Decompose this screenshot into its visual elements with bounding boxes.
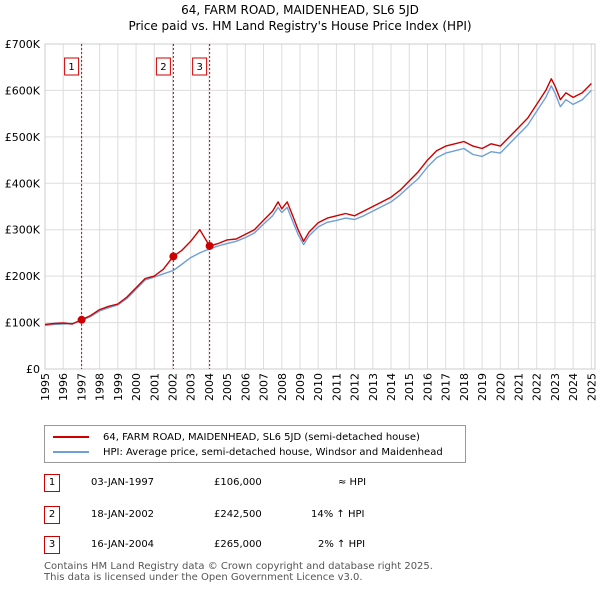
x-tick-label: 2016	[421, 373, 434, 401]
x-tick-label: 2008	[276, 373, 289, 401]
x-tick-label: 2021	[513, 373, 526, 401]
y-tick-label: £300K	[5, 224, 41, 237]
sale-point-2	[169, 252, 178, 261]
chart-subtitle: Price paid vs. HM Land Registry's House …	[128, 19, 472, 33]
x-tick-label: 2019	[476, 373, 489, 401]
price-chart: 1 2 3 £0 £100K £200K £300K £400K £500K £600K £700K…	[5, 38, 599, 401]
legend-swatch-price	[53, 436, 89, 438]
legend-swatch-hpi	[53, 451, 89, 453]
x-tick-label: 1995	[39, 373, 52, 401]
transaction-marker-3: 3	[44, 536, 60, 554]
transaction-date: 03-JAN-1997	[91, 477, 155, 488]
legend-label-hpi: HPI: Average price, semi-detached house,…	[103, 446, 443, 458]
x-tick-label: 1999	[112, 373, 125, 401]
x-tick-label: 2013	[367, 373, 380, 401]
x-tick-label: 1998	[94, 373, 107, 401]
chart-title: 64, FARM ROAD, MAIDENHEAD, SL6 5JD	[181, 3, 419, 17]
x-tick-label: 2009	[294, 373, 307, 401]
y-tick-label: £0	[26, 363, 40, 376]
y-tick-label: £500K	[5, 131, 41, 144]
transaction-hpi: 2% ↑ HPI	[318, 539, 366, 550]
y-tick-label: £700K	[5, 38, 41, 51]
x-tick-label: 2018	[458, 373, 471, 401]
x-tick-label: 2011	[330, 373, 343, 401]
x-tick-label: 2020	[494, 373, 507, 401]
legend: 64, FARM ROAD, MAIDENHEAD, SL6 5JD (semi…	[44, 425, 466, 463]
hpi-line	[44, 85, 592, 327]
x-tick-label: 2023	[549, 373, 562, 401]
transaction-marker-1: 1	[44, 474, 60, 492]
x-tick-label: 2017	[440, 373, 453, 401]
x-tick-label: 2007	[258, 373, 271, 401]
x-tick-label: 2001	[148, 373, 161, 401]
y-tick-label: £100K	[5, 317, 41, 330]
x-tick-label: 2025	[585, 373, 598, 401]
x-tick-label: 1997	[75, 373, 88, 401]
transaction-hpi: ≈ HPI	[338, 477, 367, 488]
sale-label-box	[64, 57, 80, 76]
transaction-price: £106,000	[214, 477, 262, 488]
transaction-price: £242,500	[214, 509, 262, 520]
x-tick-label: 2002	[166, 373, 179, 401]
sale-label-3: 3	[196, 62, 202, 73]
legend-label-price: 64, FARM ROAD, MAIDENHEAD, SL6 5JD (semi…	[103, 431, 420, 443]
x-tick-label: 2005	[221, 373, 234, 401]
x-tick-label: 2003	[185, 373, 198, 401]
sale-label-box	[155, 57, 171, 76]
transaction-hpi: 14% ↑ HPI	[311, 509, 365, 520]
x-tick-label: 1996	[57, 373, 70, 401]
transaction-price: £265,000	[214, 539, 262, 550]
sale-label-2: 2	[160, 62, 166, 73]
footer-copyright: Contains HM Land Registry data © Crown c…	[44, 561, 433, 572]
y-tick-label: £200K	[5, 270, 41, 283]
x-tick-label: 2010	[312, 373, 325, 401]
x-tick-label: 2014	[385, 373, 398, 401]
legend-item-price: 64, FARM ROAD, MAIDENHEAD, SL6 5JD (semi…	[53, 430, 420, 444]
transaction-date: 18-JAN-2002	[91, 509, 155, 520]
x-tick-label: 2015	[403, 373, 416, 401]
sale-label-box	[192, 57, 208, 76]
x-tick-label: 2000	[130, 373, 143, 401]
x-tick-label: 2012	[349, 373, 362, 401]
price-paid-line	[44, 78, 592, 326]
sale-point-1	[77, 315, 86, 324]
x-tick-label: 2006	[239, 373, 252, 401]
plot-area	[44, 43, 596, 370]
sale-point-3	[205, 241, 214, 250]
x-tick-label: 2022	[531, 373, 544, 401]
transaction-date: 16-JAN-2004	[91, 539, 155, 550]
transaction-marker-2: 2	[44, 506, 60, 524]
x-tick-label: 2024	[567, 373, 580, 401]
x-tick-label: 2004	[203, 373, 216, 401]
sale-label-1: 1	[68, 62, 74, 73]
legend-item-hpi: HPI: Average price, semi-detached house,…	[53, 445, 443, 459]
y-tick-label: £600K	[5, 84, 41, 97]
y-tick-label: £400K	[5, 177, 41, 190]
footer: Contains HM Land Registry data © Crown c…	[44, 561, 433, 583]
footer-license: This data is licensed under the Open Gov…	[44, 572, 363, 583]
